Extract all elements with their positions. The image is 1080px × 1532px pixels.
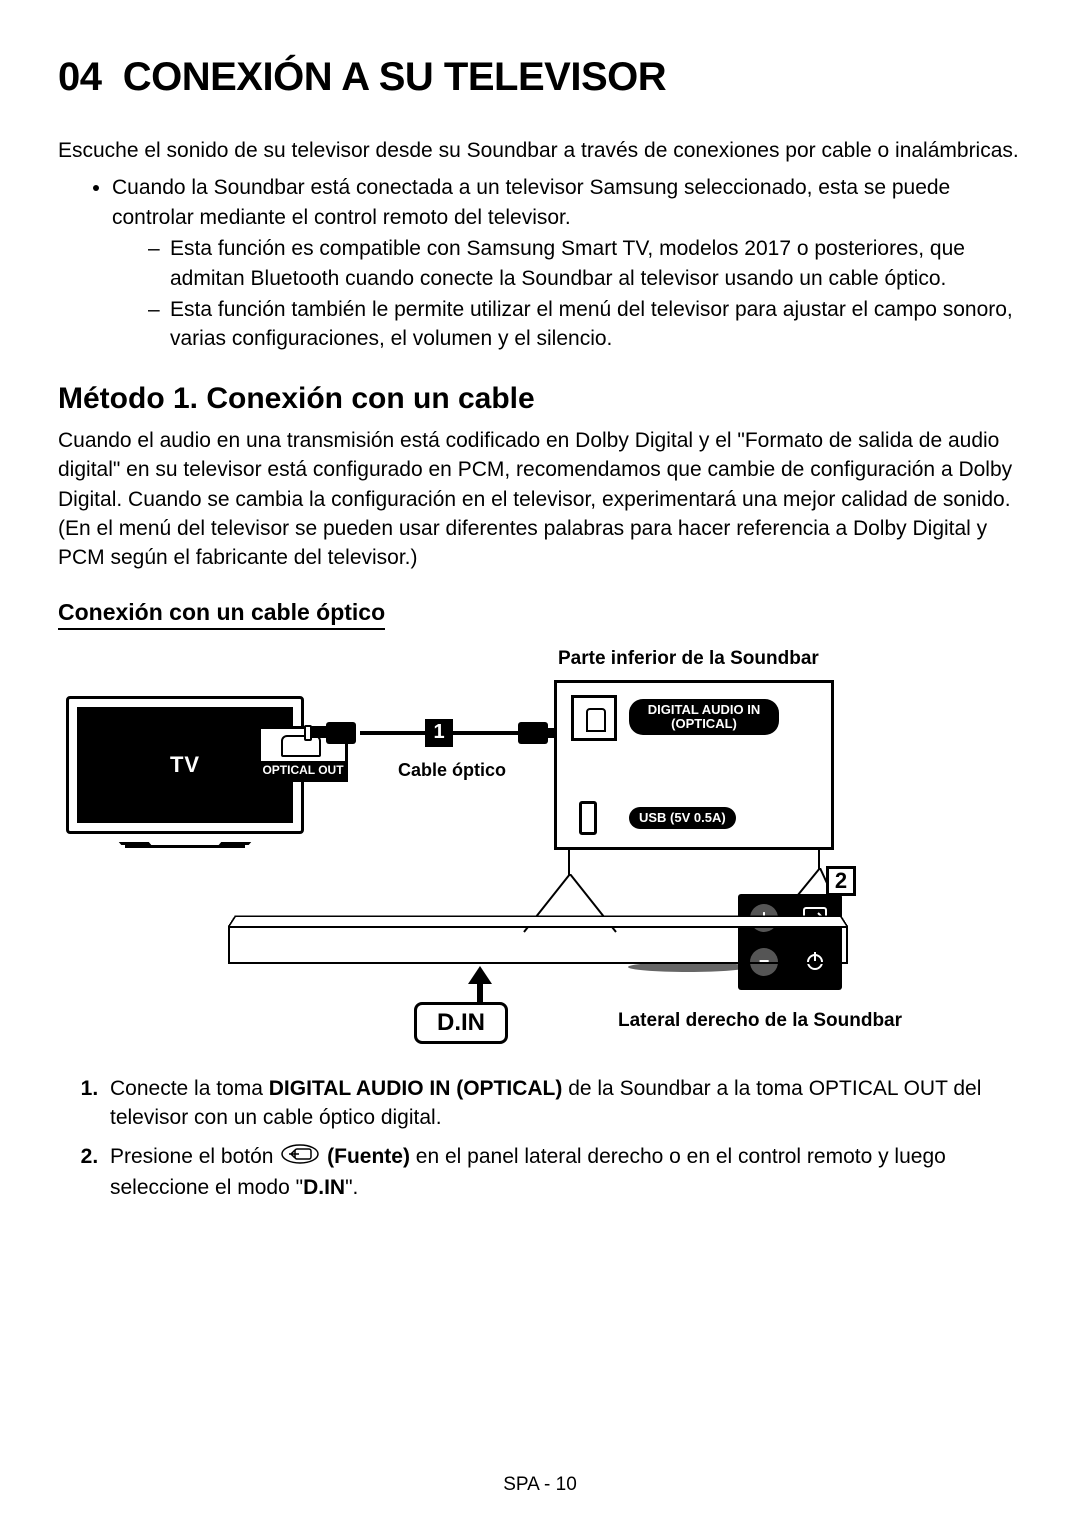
source-button-icon [281,1143,319,1172]
sub-bullet-item: Esta función también le permite utilizar… [148,295,1022,354]
callout-number-1: 1 [425,719,453,747]
method-title: Método 1. Conexión con un cable [58,382,1022,416]
section-title: 04 CONEXIÓN A SU TELEVISOR [58,55,1022,100]
step1-bold: DIGITAL AUDIO IN (OPTICAL) [269,1077,563,1100]
sub-bullet-item: Esta función es compatible con Samsung S… [148,234,1022,293]
step2-bold: (Fuente) [327,1145,410,1168]
sub-bullet-list: Esta función es compatible con Samsung S… [112,234,1022,354]
intro-text: Escuche el sonido de su televisor desde … [58,136,1022,165]
page-footer: SPA - 10 [0,1474,1080,1496]
method-body: Cuando el audio en una transmisión está … [58,426,1022,573]
din-mode-label: D.IN [414,1002,508,1044]
soundbar-bottom-panel: DIGITAL AUDIO IN (OPTICAL) USB (5V 0.5A) [554,680,834,850]
usb-label: USB (5V 0.5A) [629,807,736,829]
digital-audio-in-port [571,695,617,741]
soundbar-right-caption: Lateral derecho de la Soundbar [618,1010,902,1032]
optical-cable: 1 [304,722,574,744]
section-title-text: CONEXIÓN A SU TELEVISOR [123,55,666,99]
optical-out-label: OPTICAL OUT [261,761,345,779]
soundbar-illustration [228,912,848,966]
step-1: Conecte la toma DIGITAL AUDIO IN (OPTICA… [104,1074,1022,1133]
soundbar-bottom-caption: Parte inferior de la Soundbar [558,648,819,670]
section-number: 04 [58,55,102,99]
steps-list: Conecte la toma DIGITAL AUDIO IN (OPTICA… [58,1074,1022,1202]
cable-label: Cable óptico [398,760,506,781]
bullet-item: Cuando la Soundbar está conectada a un t… [112,173,1022,353]
digital-audio-in-label: DIGITAL AUDIO IN (OPTICAL) [629,699,779,736]
sub-title: Conexión con un cable óptico [58,599,385,630]
step2-din: D.IN [303,1176,345,1199]
usb-port [579,801,597,835]
step-2: Presione el botón (Fuente) en el panel l… [104,1142,1022,1202]
bullet-list: Cuando la Soundbar está conectada a un t… [58,173,1022,353]
bullet-text: Cuando la Soundbar está conectada a un t… [112,176,950,228]
callout-number-2: 2 [826,866,856,896]
connection-diagram: Parte inferior de la Soundbar TV OPTICAL… [58,648,1022,1048]
